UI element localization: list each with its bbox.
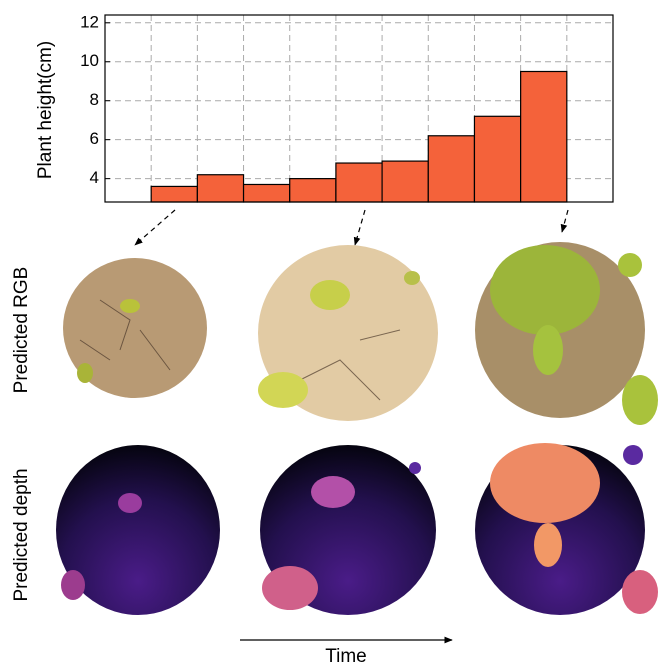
leaf	[404, 271, 420, 285]
connectors	[135, 210, 568, 245]
bar	[197, 175, 243, 202]
leaf	[77, 363, 93, 383]
leaf	[409, 462, 421, 474]
bar	[428, 136, 474, 202]
leaf	[120, 299, 140, 313]
leaf	[618, 253, 642, 277]
row-label: Predicted RGB	[11, 267, 32, 394]
bar	[244, 184, 290, 202]
depth-images	[56, 443, 658, 615]
bar	[382, 161, 428, 202]
leaf	[623, 445, 643, 465]
y-tick-label: 10	[80, 51, 99, 70]
leaf	[533, 325, 563, 375]
bar	[151, 186, 197, 202]
leaf	[258, 372, 308, 408]
bar	[474, 116, 520, 202]
connector-arrow	[562, 210, 568, 232]
leaf	[262, 566, 318, 610]
bar	[290, 179, 336, 202]
y-tick-label: 12	[80, 12, 99, 31]
y-tick-label: 6	[90, 129, 99, 148]
y-axis-label: Plant height(cm)	[35, 41, 56, 179]
leaf	[534, 523, 562, 567]
bar	[521, 71, 567, 202]
leaf	[622, 375, 658, 425]
connector-arrow	[135, 210, 175, 245]
rgb-images	[63, 242, 658, 425]
y-tick-label: 8	[90, 90, 99, 109]
leaf	[118, 493, 142, 513]
leaf	[490, 443, 600, 523]
leaf	[61, 570, 85, 600]
y-tick-label: 4	[90, 168, 99, 187]
leaf	[311, 476, 355, 508]
leaf	[490, 245, 600, 335]
figure: 4 6 8 10 12 Plant height(cm)	[0, 0, 662, 666]
connector-arrow	[355, 210, 365, 245]
leaf	[622, 570, 658, 614]
bar	[336, 163, 382, 202]
leaf	[310, 280, 350, 310]
plot-area: 4 6 8 10 12	[80, 12, 613, 202]
row-label: Predicted depth	[11, 468, 32, 601]
x-caption: Time	[325, 646, 367, 666]
